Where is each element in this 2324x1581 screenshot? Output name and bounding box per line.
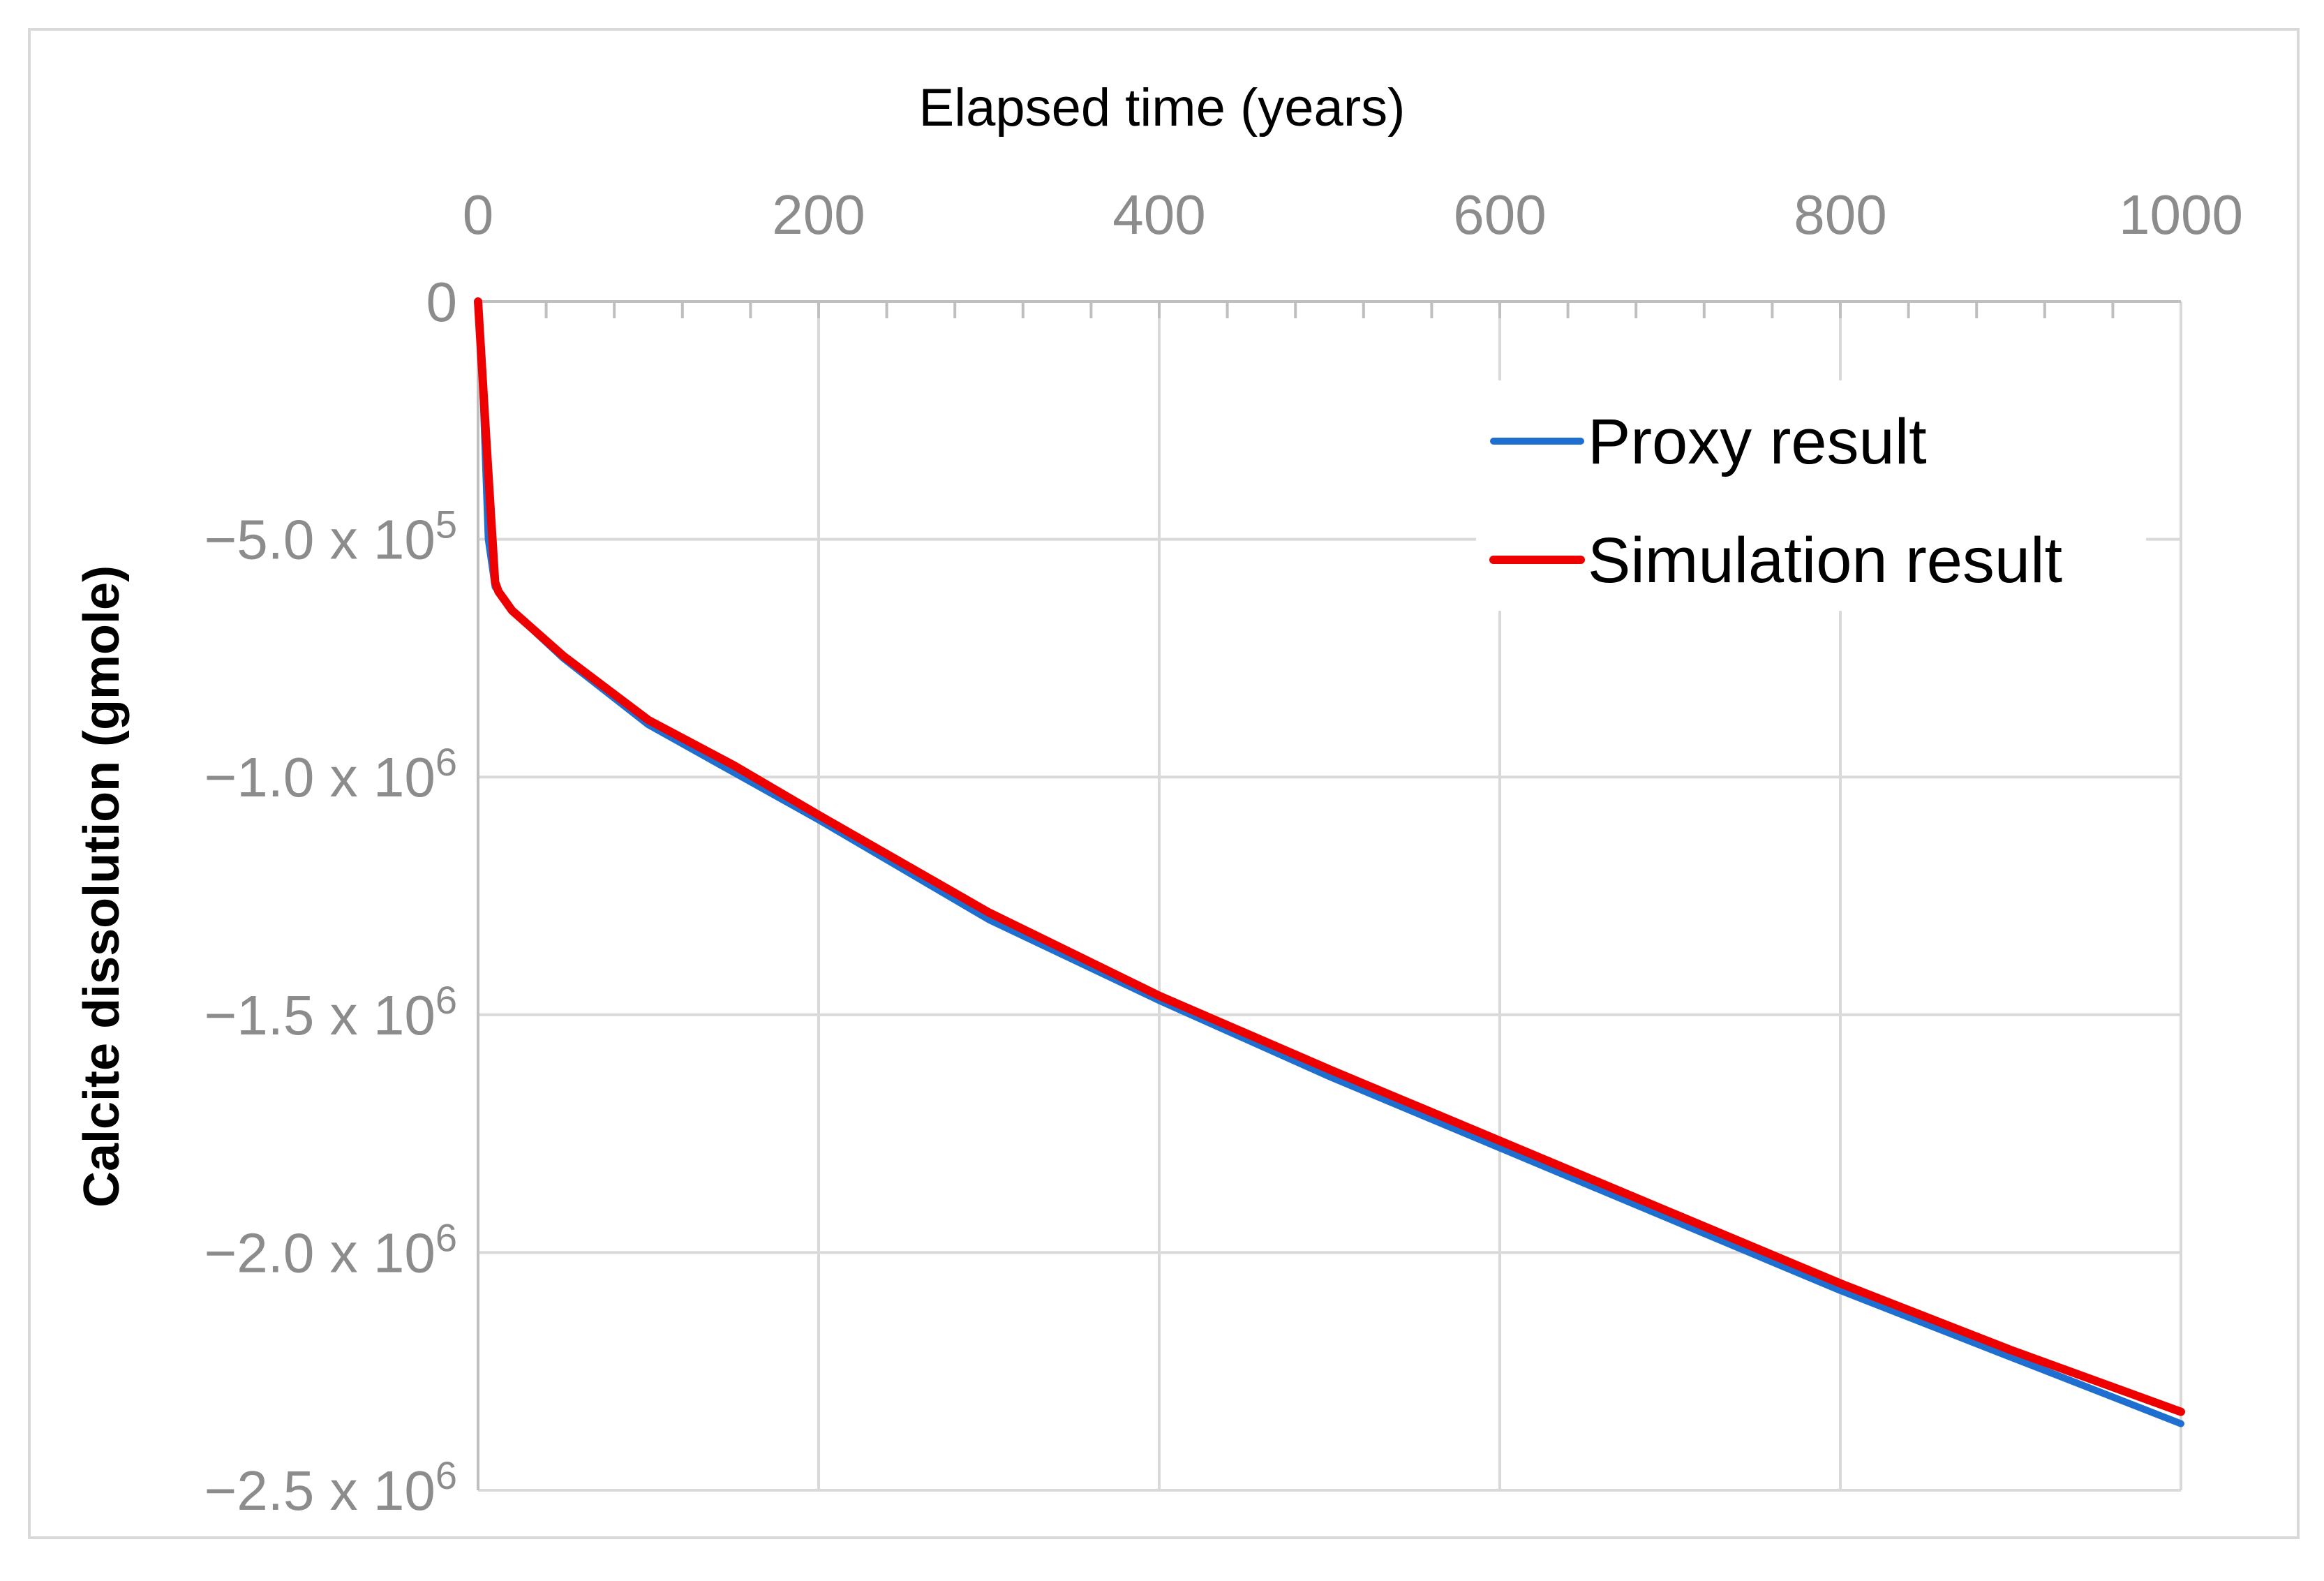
x-tick-label-0: 0 [463, 184, 494, 246]
minor-ticks [544, 302, 2115, 318]
x-tick-labels: 0 200 400 600 800 1000 [463, 184, 2243, 246]
series-line-simulation-result [474, 297, 2185, 1416]
legend-label-0: Proxy result [1588, 406, 1927, 477]
y-tick-label-4: −2.0 x 106 [204, 1215, 457, 1284]
y-tick-label-2: −1.0 x 106 [204, 740, 457, 808]
legend: Proxy result Simulation result [1476, 380, 2146, 611]
y-tick-label-3: −1.5 x 106 [204, 978, 457, 1046]
y-axis-title: Calcite dissolution (gmole) [74, 565, 130, 1208]
chart-frame [28, 28, 2300, 1539]
x-tick-label-3: 600 [1453, 184, 1546, 246]
x-tick-label-5: 1000 [2119, 184, 2243, 246]
x-tick-label-4: 800 [1794, 184, 1886, 246]
series-lines [474, 297, 2185, 1427]
axes [477, 300, 2181, 1490]
y-tick-label-1: −5.0 x 105 [204, 503, 457, 571]
y-tick-label-0: 0 [426, 271, 458, 333]
legend-box [1476, 380, 2146, 611]
x-tick-label-2: 400 [1112, 184, 1205, 246]
y-tick-label-5: −2.5 x 106 [204, 1453, 457, 1522]
legend-label-1: Simulation result [1588, 525, 2062, 596]
y-tick-labels: 0 −5.0 x 105 −1.0 x 106 −1.5 x 106 −2.0 x 10… [204, 271, 457, 1522]
x-axis-title: Elapsed time (years) [919, 78, 1406, 138]
x-tick-label-1: 200 [772, 184, 865, 246]
